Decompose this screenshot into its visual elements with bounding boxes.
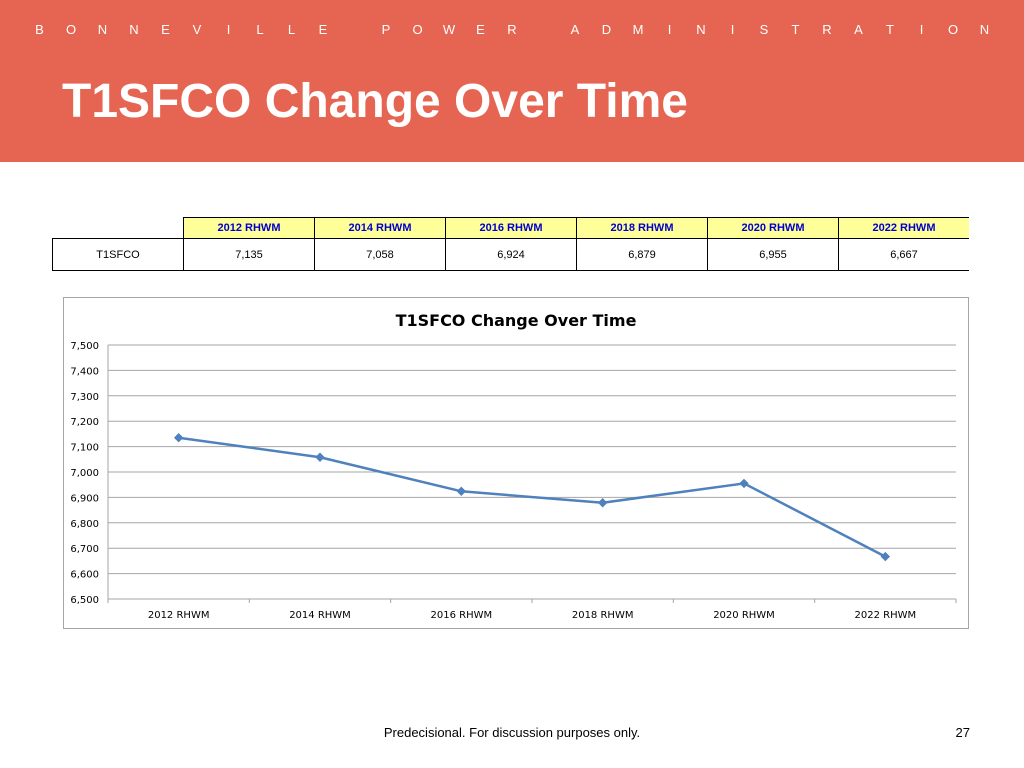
footer-note: Predecisional. For discussion purposes o… (383, 725, 641, 740)
x-tick-label: 2012 RHWM (148, 610, 210, 621)
slide-header: B O N N E V I L L E P O W E R A D M I N I S T R A T I O N T1SFCO C… (0, 0, 1024, 162)
table-cell: 6,879 (576, 238, 708, 271)
org-letter: O (947, 22, 959, 37)
column-header: 2014 RHWM (314, 217, 446, 239)
y-tick-label: 7,000 (70, 468, 99, 479)
y-tick-label: 7,200 (70, 417, 99, 428)
org-letter: O (65, 22, 77, 37)
org-letter: N (97, 22, 108, 37)
org-letter: L (256, 22, 264, 37)
data-table: 2012 RHWM 2014 RHWM 2016 RHWM 2018 RHWM … (52, 217, 969, 271)
data-point (173, 433, 184, 443)
column-header: 2012 RHWM (183, 217, 315, 239)
org-letter: R (507, 22, 517, 37)
org-letter: E (161, 22, 170, 37)
org-letter: I (667, 22, 672, 37)
column-header: 2022 RHWM (838, 217, 969, 239)
org-letter: W (442, 22, 456, 37)
org-letter: I (730, 22, 735, 37)
y-tick-label: 6,900 (70, 493, 99, 504)
row-label: T1SFCO (52, 238, 184, 271)
org-letter: E (476, 22, 485, 37)
column-header: 2020 RHWM (707, 217, 839, 239)
table-cell: 6,667 (838, 238, 969, 271)
org-letter: N (129, 22, 139, 37)
data-point (315, 452, 325, 462)
org-letter: B (35, 22, 44, 37)
page-number: 27 (955, 725, 970, 740)
table-corner-cell (53, 218, 184, 239)
column-header: 2016 RHWM (445, 217, 577, 239)
org-letter: N (979, 22, 990, 37)
chart-title: T1SFCO Change Over Time (396, 311, 637, 330)
table-cell: 6,955 (707, 238, 839, 271)
y-tick-label: 6,700 (70, 544, 99, 555)
table-cell: 7,058 (314, 238, 446, 271)
y-tick-label: 7,100 (70, 443, 99, 454)
org-letter: S (759, 22, 769, 37)
column-header: 2018 RHWM (576, 217, 708, 239)
line-chart: T1SFCO Change Over Time 6,500 6,600 6,700 6,… (63, 297, 969, 629)
org-letter: L (287, 22, 296, 37)
x-tick-label: 2018 RHWM (572, 610, 634, 621)
table-header-row: 2012 RHWM 2014 RHWM 2016 RHWM 2018 RHWM … (53, 217, 969, 239)
org-letter: V (192, 22, 202, 37)
org-letter: D (601, 22, 612, 37)
data-point (456, 486, 467, 497)
table-row: T1SFCO 7,135 7,058 6,924 6,879 6,955 6,6… (52, 238, 969, 271)
org-letter: T (886, 22, 894, 37)
org-letter: I (226, 22, 231, 37)
data-point (597, 498, 608, 508)
org-letter: I (919, 22, 924, 37)
org-letter: O (412, 22, 423, 37)
org-letter: E (318, 22, 328, 37)
series-line (178, 436, 886, 558)
x-tick-label: 2020 RHWM (713, 610, 775, 621)
table-cell: 7,135 (183, 238, 315, 271)
y-tick-label: 7,300 (70, 392, 99, 403)
org-letter: R (822, 22, 832, 37)
org-letter: T (791, 22, 800, 37)
x-tick-label: 2016 RHWM (431, 610, 493, 621)
slide-title: T1SFCO Change Over Time (62, 75, 688, 128)
x-tick-label: 2014 RHWM (289, 610, 351, 621)
org-letter: A (854, 22, 863, 37)
y-tick-label: 6,800 (70, 519, 99, 530)
org-letter: P (381, 22, 391, 37)
org-space (528, 22, 560, 37)
data-point (739, 478, 749, 489)
y-tick-label: 7,400 (70, 366, 99, 377)
y-tick-label: 6,600 (70, 570, 99, 581)
data-point (880, 551, 891, 562)
y-tick-label: 7,500 (70, 341, 99, 352)
org-letter: A (570, 22, 580, 37)
x-tick-label: 2022 RHWM (855, 610, 917, 621)
chart-svg: T1SFCO Change Over Time 6,500 6,600 6,700 6,… (70, 311, 957, 621)
y-tick-label: 6,500 (70, 595, 99, 606)
table-cell: 6,924 (445, 238, 577, 271)
org-space (339, 22, 371, 37)
org-letter: M (632, 22, 644, 37)
org-letter: N (696, 22, 706, 37)
